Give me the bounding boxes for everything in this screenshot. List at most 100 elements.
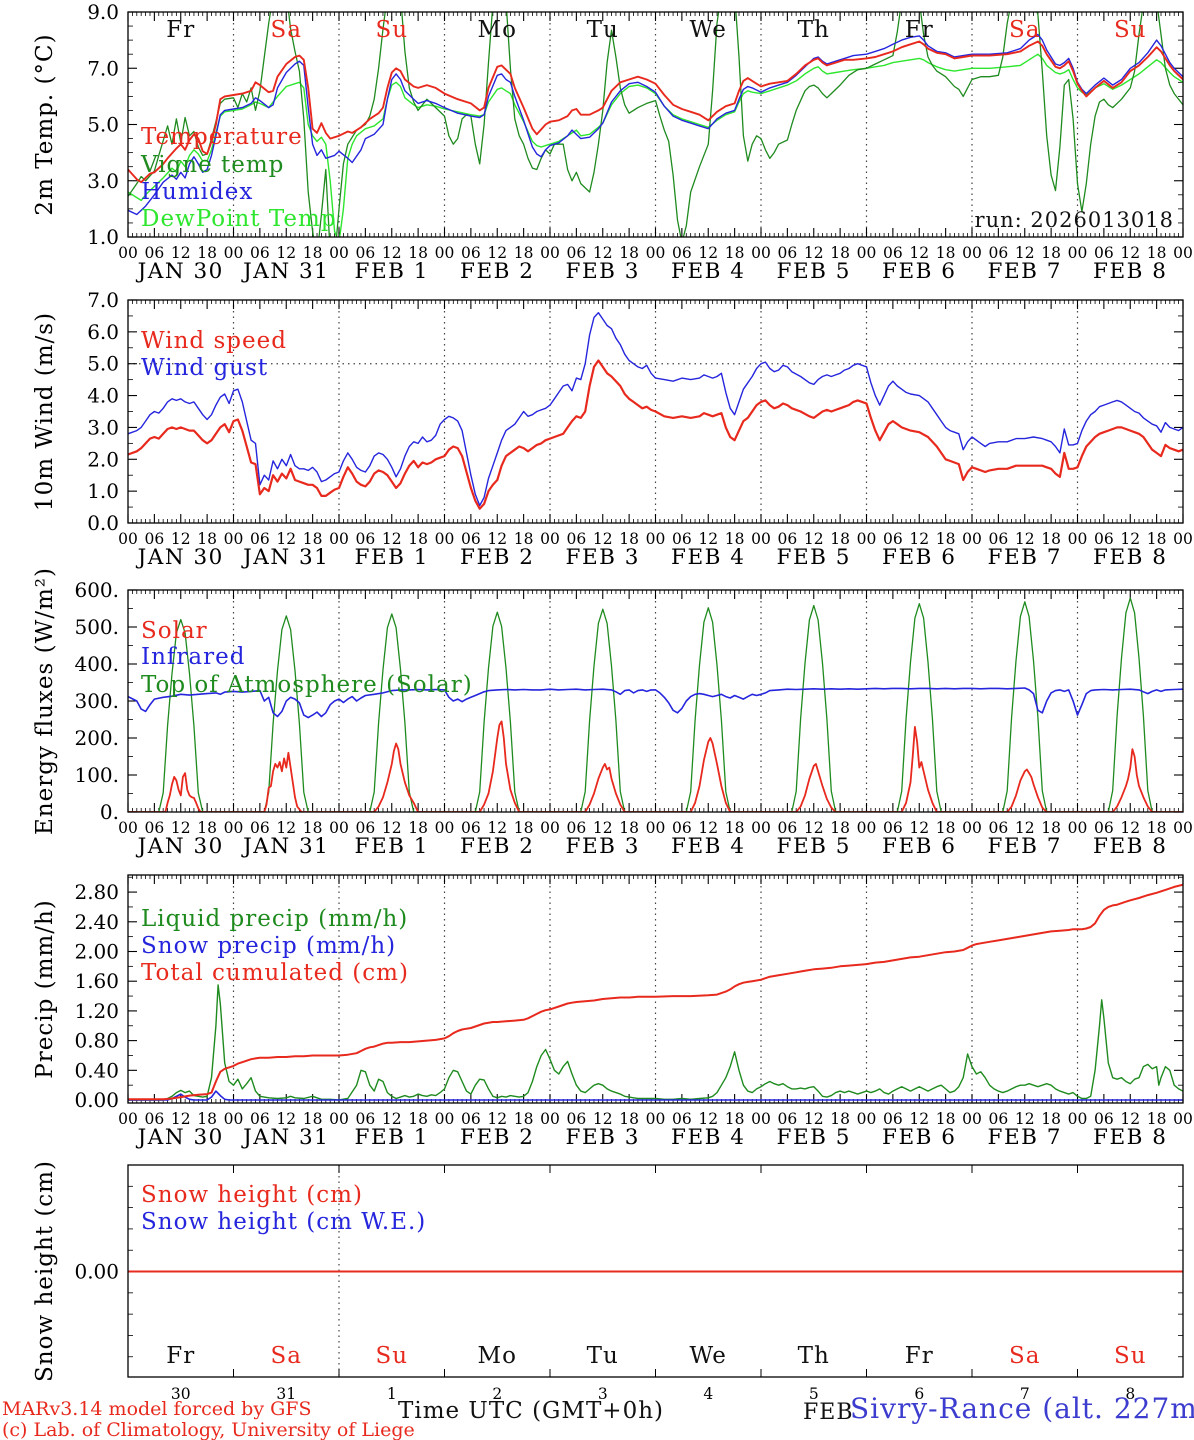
x-hour-label: 06 [567, 819, 587, 837]
series-wind-gust [128, 312, 1183, 507]
x-hour-label: 12 [1120, 1110, 1140, 1128]
x-hour-label: 12 [593, 819, 613, 837]
x-date-label: FEB 8 [1093, 1125, 1167, 1150]
x-hour-label: 12 [171, 530, 191, 548]
x-hour-label: 12 [276, 244, 296, 262]
x-hour-label: 00 [329, 1110, 349, 1128]
x-hour-label: 18 [197, 819, 217, 837]
y-tick-label: 1.20 [74, 999, 119, 1023]
x-hour-label: 12 [593, 244, 613, 262]
y-tick-label: 9.0 [87, 0, 119, 24]
x-hour-label: 00 [224, 244, 244, 262]
x-day-number: 30 [171, 1385, 191, 1403]
day-name-label: Sa [1009, 17, 1040, 43]
x-hour-label: 12 [1120, 244, 1140, 262]
x-day-number: 8 [1125, 1385, 1135, 1403]
y-tick-label: 2.00 [74, 939, 119, 963]
day-name-label: Su [375, 17, 408, 43]
day-name-label: We [690, 1343, 727, 1369]
x-hour-label: 06 [1094, 530, 1114, 548]
x-hour-label: 00 [224, 530, 244, 548]
y-tick-label: 0.00 [74, 1088, 119, 1112]
y-tick-label: 500. [74, 615, 119, 639]
series-infrared [128, 687, 1183, 719]
x-hour-label: 12 [698, 1110, 718, 1128]
x-date-label: FEB 7 [988, 259, 1062, 284]
x-date-label: FEB 2 [460, 259, 534, 284]
day-name-label: Fr [166, 17, 195, 43]
series-liquid-precip [128, 984, 1183, 1101]
x-hour-label: 00 [540, 819, 560, 837]
x-hour-label: 00 [1173, 530, 1193, 548]
y-tick-label: 2.0 [87, 447, 119, 471]
series-wind-speed [128, 359, 1183, 510]
x-hour-label: 00 [224, 1110, 244, 1128]
x-hour-label: 06 [356, 819, 376, 837]
day-name-label: Th [798, 1343, 830, 1369]
y-tick-label: 5.0 [87, 352, 119, 376]
x-hour-label: 00 [751, 530, 771, 548]
x-hour-label: 00 [329, 530, 349, 548]
x-hour-label: 06 [250, 1110, 270, 1128]
x-hour-label: 00 [329, 244, 349, 262]
x-hour-label: 12 [698, 530, 718, 548]
x-date-label: FEB 5 [777, 259, 851, 284]
y-tick-label: 100. [74, 763, 119, 787]
x-hour-label: 00 [435, 244, 455, 262]
x-date-label: FEB 7 [988, 1125, 1062, 1150]
x-hour-label: 00 [962, 819, 982, 837]
x-hour-label: 12 [171, 244, 191, 262]
x-hour-label: 18 [830, 244, 850, 262]
series-vigne-temp [128, 12, 1183, 237]
x-day-number: 1 [387, 1385, 397, 1403]
x-hour-label: 00 [435, 1110, 455, 1128]
x-hour-label: 06 [989, 244, 1009, 262]
x-hour-label: 06 [356, 530, 376, 548]
x-hour-label: 18 [725, 244, 745, 262]
y-tick-label: 0.0 [87, 511, 119, 535]
x-hour-label: 06 [1094, 1110, 1114, 1128]
x-hour-label: 18 [619, 530, 639, 548]
day-name-label: We [690, 17, 727, 43]
x-hour-label: 12 [909, 1110, 929, 1128]
x-hour-label: 18 [514, 819, 534, 837]
x-date-label: FEB 8 [1093, 545, 1167, 570]
x-hour-label: 06 [672, 1110, 692, 1128]
x-hour-label: 00 [646, 1110, 666, 1128]
x-hour-label: 00 [1068, 530, 1088, 548]
x-hour-label: 00 [540, 1110, 560, 1128]
x-date-label: FEB 1 [355, 1125, 429, 1150]
x-hour-label: 06 [356, 244, 376, 262]
x-hour-label: 18 [619, 1110, 639, 1128]
x-hour-label: 12 [382, 819, 402, 837]
x-date-label: JAN 30 [136, 545, 224, 570]
x-date-label: FEB 5 [777, 545, 851, 570]
x-date-label: JAN 30 [136, 1125, 224, 1150]
x-hour-label: 00 [857, 1110, 877, 1128]
x-date-label: FEB 2 [460, 834, 534, 859]
x-hour-label: 12 [171, 819, 191, 837]
x-hour-label: 12 [382, 1110, 402, 1128]
x-hour-label: 18 [514, 1110, 534, 1128]
x-date-label: FEB 1 [355, 545, 429, 570]
x-date-label: FEB 1 [355, 834, 429, 859]
day-name-label: Tu [587, 1343, 619, 1369]
x-hour-label: 12 [804, 530, 824, 548]
x-date-label: FEB 8 [1093, 259, 1167, 284]
x-date-label: JAN 30 [136, 834, 224, 859]
y-tick-label: 0. [100, 800, 119, 824]
x-hour-label: 12 [276, 1110, 296, 1128]
x-day-number: 4 [703, 1385, 713, 1403]
x-hour-label: 18 [725, 1110, 745, 1128]
series-solar [128, 720, 1183, 812]
x-hour-label: 06 [1094, 819, 1114, 837]
day-name-label: Fr [905, 17, 934, 43]
y-tick-label: 7.0 [87, 288, 119, 312]
x-hour-label: 00 [751, 244, 771, 262]
x-hour-label: 06 [250, 244, 270, 262]
series-top-of-atmosphere-solar [128, 597, 1183, 812]
x-day-number: 31 [276, 1385, 296, 1403]
y-tick-label: 0.00 [74, 1260, 119, 1284]
x-hour-label: 12 [804, 244, 824, 262]
